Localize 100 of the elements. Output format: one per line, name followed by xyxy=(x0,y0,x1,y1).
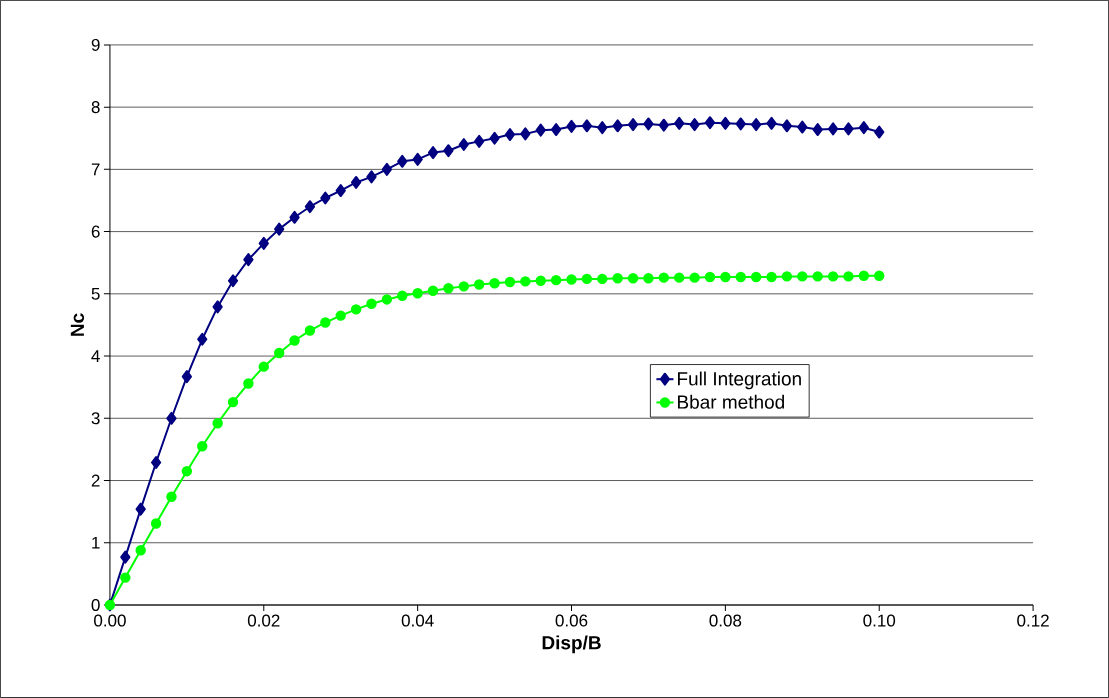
point xyxy=(581,273,593,285)
point xyxy=(181,370,192,384)
point xyxy=(627,118,639,132)
point xyxy=(381,162,392,176)
point xyxy=(227,274,239,288)
y-tick-label: 8 xyxy=(91,101,100,114)
point xyxy=(135,545,146,556)
point xyxy=(443,283,454,294)
point xyxy=(551,123,562,137)
point xyxy=(658,272,670,283)
point xyxy=(720,271,731,283)
point xyxy=(120,550,131,564)
point xyxy=(520,276,531,287)
point xyxy=(750,271,762,283)
x-tick-label: 0.00 xyxy=(94,614,126,627)
point xyxy=(197,441,208,452)
point xyxy=(812,123,823,137)
point xyxy=(458,138,469,152)
point xyxy=(304,325,316,336)
point xyxy=(258,361,269,372)
point xyxy=(397,290,408,301)
point xyxy=(612,273,623,284)
point xyxy=(181,466,193,477)
point xyxy=(597,273,608,285)
point xyxy=(350,304,362,315)
point xyxy=(243,253,254,267)
x-tick-label: 0.08 xyxy=(709,614,742,627)
point xyxy=(273,347,285,359)
point xyxy=(581,119,593,133)
point xyxy=(627,273,639,284)
point xyxy=(120,572,131,583)
point xyxy=(566,119,577,133)
point xyxy=(535,123,546,137)
x-tick-label: 0.06 xyxy=(555,614,588,627)
point xyxy=(674,116,685,130)
point xyxy=(735,117,746,131)
point xyxy=(289,210,300,224)
point xyxy=(412,288,423,299)
point xyxy=(874,270,885,282)
point xyxy=(843,122,854,136)
point xyxy=(643,117,654,131)
point xyxy=(643,273,654,284)
x-tick-label: 0.10 xyxy=(863,614,896,627)
point xyxy=(335,184,346,198)
point xyxy=(458,281,470,292)
x-tick-label: 0.02 xyxy=(247,614,280,627)
point xyxy=(658,118,669,132)
point xyxy=(212,300,223,314)
point xyxy=(827,122,839,136)
point xyxy=(274,222,285,236)
point xyxy=(597,121,608,135)
point xyxy=(366,298,377,310)
legend-label: Full Integration xyxy=(678,371,801,390)
y-tick-label: 5 xyxy=(91,287,100,300)
point xyxy=(397,154,408,168)
point xyxy=(704,271,716,283)
y-tick-label: 6 xyxy=(91,225,100,238)
point xyxy=(473,279,485,290)
point xyxy=(797,271,808,282)
point xyxy=(781,119,793,133)
y-tick-label: 4 xyxy=(91,350,100,362)
point xyxy=(535,275,546,287)
y-tick-label: 1 xyxy=(92,536,100,549)
point xyxy=(150,518,162,529)
point xyxy=(443,144,454,158)
point xyxy=(320,191,331,205)
y-tick-label: 9 xyxy=(91,38,100,51)
legend-label: Bbar method xyxy=(678,394,784,409)
point xyxy=(212,418,223,429)
point xyxy=(827,271,839,282)
point xyxy=(689,272,700,283)
point xyxy=(520,127,531,141)
point xyxy=(504,276,516,288)
point xyxy=(489,278,500,289)
point xyxy=(858,270,870,282)
point xyxy=(689,118,700,132)
point xyxy=(320,317,331,328)
point xyxy=(674,272,685,283)
point xyxy=(720,116,731,130)
point xyxy=(735,271,746,283)
point xyxy=(858,121,869,135)
y-tick-label: 2 xyxy=(91,474,100,487)
x-tick-label: 0.12 xyxy=(1017,614,1049,627)
y-tick-label: 7 xyxy=(91,163,100,176)
x-axis-title: Disp/B xyxy=(542,635,601,654)
point xyxy=(874,125,885,139)
point xyxy=(335,310,346,321)
point xyxy=(166,491,177,502)
point xyxy=(812,271,823,282)
x-tick-label: 0.04 xyxy=(401,614,434,627)
point xyxy=(843,271,854,282)
point xyxy=(150,456,162,470)
point xyxy=(612,119,623,133)
point xyxy=(166,411,177,425)
point xyxy=(781,271,793,282)
point xyxy=(427,285,439,296)
point xyxy=(227,396,239,408)
y-tick-label: 3 xyxy=(91,412,100,425)
point xyxy=(304,200,316,214)
point xyxy=(766,116,777,130)
